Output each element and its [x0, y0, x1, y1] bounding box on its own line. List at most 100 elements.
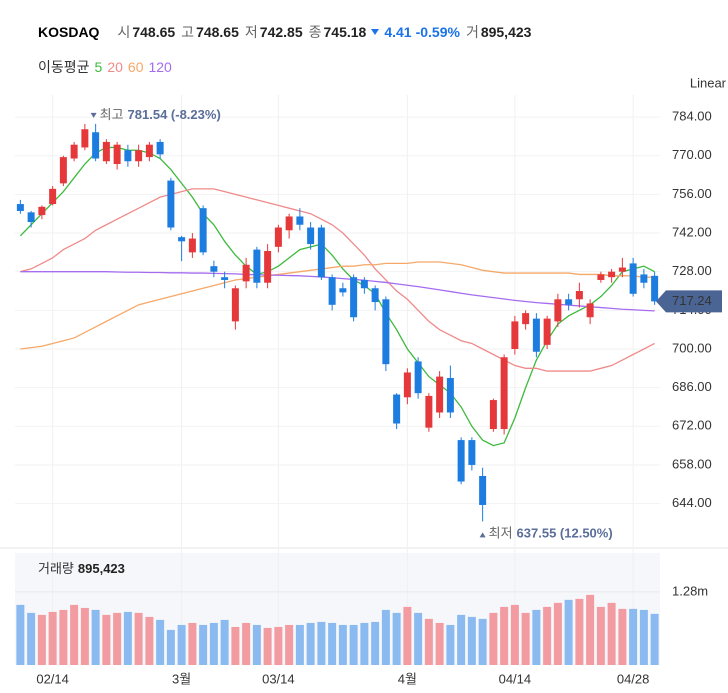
legend-entry: 60 [127, 59, 144, 75]
y-tick-label: 644.00 [672, 495, 712, 510]
candle-body [328, 277, 336, 305]
last-price-tag [656, 290, 722, 313]
volume-bar [392, 612, 401, 665]
candle-body [285, 216, 293, 231]
y-tick-label: 686.00 [672, 379, 712, 394]
candle-body [479, 475, 487, 505]
candle-body [253, 249, 261, 283]
ma-line [20, 271, 655, 312]
volume-bar [349, 624, 358, 665]
candle-body [360, 279, 368, 289]
candle-body [317, 227, 325, 278]
candle-body [543, 318, 551, 345]
volume-bar [478, 618, 487, 665]
volume-bar [500, 606, 509, 665]
quote-value: 742.85 [259, 24, 303, 40]
y-tick-label: 672.00 [672, 418, 712, 433]
volume-bar [252, 624, 261, 665]
volume-bar [446, 624, 455, 665]
volume-bar [156, 619, 165, 665]
candle-body [210, 266, 218, 272]
volume-bar [188, 622, 197, 665]
candle-body [274, 227, 282, 247]
change: 4.41 [384, 24, 412, 40]
symbol: KOSDAQ [38, 24, 100, 40]
quote-value: 748.65 [132, 24, 176, 40]
volume-bar [414, 612, 423, 665]
volume-bar [199, 624, 208, 665]
volume-bar [220, 619, 229, 665]
candle-body [457, 440, 465, 482]
last-price-label: 717.24 [672, 293, 712, 308]
candle-body [393, 394, 401, 424]
volume-bar [639, 609, 648, 665]
volume-bar [37, 614, 46, 665]
low-annotation: 최저 637.55 (12.50%) [489, 526, 613, 541]
candle-body [156, 141, 164, 155]
candle-body [242, 264, 250, 282]
volume-bar [328, 622, 337, 665]
volume-title: 거래량 895,423 [38, 561, 125, 576]
volume-bar [371, 621, 380, 665]
candle-body [651, 275, 659, 302]
y-tick-label: 728.00 [672, 263, 712, 278]
low-marker [479, 532, 486, 538]
quote-value: 745.18 [323, 24, 367, 40]
candle-body [425, 395, 433, 428]
volume-bar [134, 612, 143, 665]
volume-bar [123, 611, 132, 665]
candle-body [350, 277, 358, 318]
candle-body [81, 129, 89, 148]
candle-body [382, 299, 390, 365]
volume-bar [70, 604, 79, 665]
volume-bar [177, 624, 186, 665]
high-annotation: 최고 781.54 (-8.23%) [100, 107, 221, 122]
ma-legend: 이동평균 5 20 60 120 [38, 57, 172, 77]
candle-body [554, 299, 562, 322]
y-tick-label: 784.00 [672, 109, 712, 124]
volume-bar [102, 614, 111, 665]
high-marker [90, 112, 97, 118]
volume-bar [607, 602, 616, 665]
volume-bar [586, 594, 595, 665]
legend-entry: 120 [148, 59, 172, 75]
volume-bar [274, 626, 283, 665]
volume-bar [263, 627, 272, 665]
volume-bar [489, 612, 498, 665]
volume-bar [285, 624, 294, 665]
candle-body [49, 188, 57, 205]
volume-bar [424, 618, 433, 665]
quote-label: 고 [181, 24, 195, 40]
volume-bar [575, 598, 584, 665]
candle-body [102, 141, 110, 162]
candle-body [371, 288, 379, 303]
volume-value: 895,423 [480, 24, 532, 40]
candle-body [446, 377, 454, 413]
volume-bar [360, 622, 369, 665]
volume-bar [381, 609, 390, 665]
scale-label: Linear [690, 75, 727, 90]
volume-bar [564, 599, 573, 665]
volume-bar [618, 608, 627, 665]
quote-label: 종 [308, 24, 322, 40]
candle-body [135, 150, 143, 162]
annotation-value: 637.55 (12.50%) [517, 526, 613, 541]
candle-body [92, 132, 100, 159]
x-tick-label: 04/14 [499, 671, 532, 686]
candle-body [629, 263, 637, 294]
volume-bar [91, 609, 100, 665]
volume-bar [295, 624, 304, 665]
candle-body [575, 291, 583, 300]
ma-line [20, 261, 655, 350]
volume-label: 거 [465, 24, 479, 40]
volume-bar [521, 612, 530, 665]
candle-body [468, 440, 476, 465]
candle-body [565, 299, 573, 305]
volume-bar [145, 616, 154, 665]
y-tick-label: 742.00 [672, 224, 712, 239]
candle-body [532, 318, 540, 352]
candle-body [403, 372, 411, 398]
volume-title-value: 895,423 [78, 561, 125, 576]
volume-bar [16, 604, 25, 665]
volume-bar [532, 609, 541, 665]
